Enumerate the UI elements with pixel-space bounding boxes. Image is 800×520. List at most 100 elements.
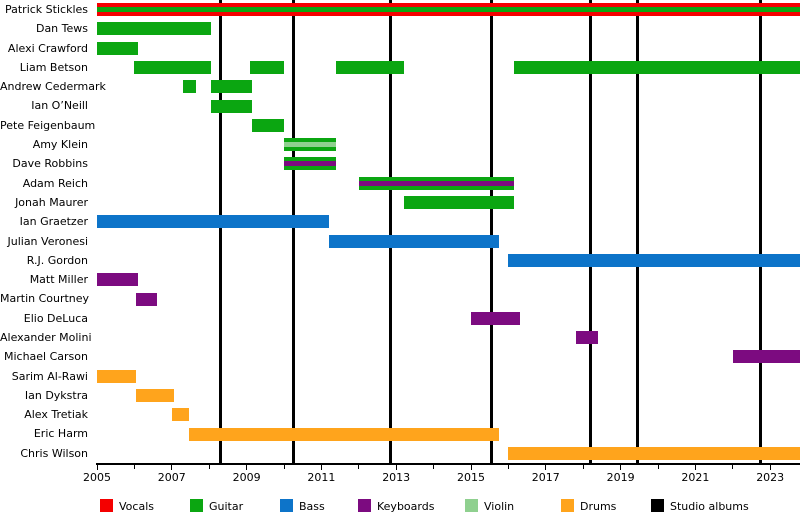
row-label-jonah-maurer: Jonah Maurer bbox=[15, 195, 88, 209]
bar-stripe-keyboards bbox=[284, 161, 337, 167]
axis-label-2019: 2019 bbox=[606, 471, 635, 484]
row-label-eric-harm: Eric Harm bbox=[33, 427, 88, 441]
row-label-adam-reich: Adam Reich bbox=[22, 176, 88, 190]
row-label-alexi-crawford: Alexi Crawford bbox=[7, 41, 88, 55]
legend-swatch-vocals bbox=[100, 499, 113, 512]
row-label-pete-feigenbaum: Pete Feigenbaum bbox=[0, 118, 96, 132]
timeline-bar-adam-reich bbox=[358, 176, 514, 190]
timeline-bar-sarim-al-rawi bbox=[97, 369, 137, 383]
timeline-bar-michael-carson bbox=[732, 350, 800, 364]
studio-album-line-6 bbox=[635, 0, 639, 463]
axis-label-2021: 2021 bbox=[681, 471, 710, 484]
axis-tick-2011 bbox=[320, 465, 322, 470]
row-label-patrick-stickles: Patrick Stickles bbox=[4, 3, 88, 16]
timeline-bar-dave-robbins bbox=[284, 157, 337, 171]
axis-tick-2017 bbox=[545, 465, 547, 470]
timeline-bar-r-j-gordon bbox=[508, 253, 800, 267]
legend-label-vocals: Vocals bbox=[119, 500, 154, 513]
row-label-sarim-al-rawi: Sarim Al-Rawi bbox=[11, 369, 88, 383]
axis-label-2017: 2017 bbox=[531, 471, 560, 484]
timeline-bar-liam-betson bbox=[134, 61, 212, 75]
axis-label-2023: 2023 bbox=[756, 471, 785, 484]
axis-tick-2021 bbox=[694, 465, 696, 470]
axis-tick-2009 bbox=[246, 465, 248, 470]
legend-label-keyboards: Keyboards bbox=[377, 500, 435, 513]
bar-stripe-violin bbox=[284, 142, 337, 148]
row-label-alex-tretiak: Alex Tretiak bbox=[24, 408, 88, 422]
row-label-r-j-gordon: R.J. Gordon bbox=[26, 253, 88, 267]
axis-label-2015: 2015 bbox=[457, 471, 485, 484]
bar-stripe-keyboards bbox=[358, 180, 514, 186]
timeline-bar-ian-dykstra bbox=[136, 388, 174, 402]
timeline-bar-jonah-maurer bbox=[403, 196, 514, 210]
axis-label-2005: 2005 bbox=[83, 471, 111, 484]
timeline-bar-amy-klein bbox=[284, 138, 337, 152]
legend-swatch-bass bbox=[280, 499, 293, 512]
timeline-bar-alexander-molini bbox=[575, 331, 599, 345]
row-label-ian-dykstra: Ian Dykstra bbox=[24, 388, 88, 402]
axis-tick-2014 bbox=[433, 465, 435, 469]
axis-label-2011: 2011 bbox=[307, 471, 336, 484]
timeline-bar-liam-betson bbox=[514, 61, 800, 75]
axis-tick-2016 bbox=[507, 465, 509, 469]
row-label-elio-deluca: Elio DeLuca bbox=[23, 311, 88, 325]
studio-album-line-5 bbox=[589, 0, 593, 463]
legend-swatch-albums bbox=[651, 499, 664, 512]
studio-album-line-1 bbox=[218, 0, 222, 463]
row-label-chris-wilson: Chris Wilson bbox=[20, 446, 88, 460]
timeline-bar-liam-betson bbox=[336, 61, 404, 75]
studio-album-line-4 bbox=[490, 0, 494, 463]
row-label-ian-graetzer: Ian Graetzer bbox=[19, 215, 88, 229]
timeline-bar-alex-tretiak bbox=[171, 408, 189, 422]
studio-album-line-3 bbox=[389, 0, 393, 463]
axis-tick-2012 bbox=[358, 465, 360, 469]
axis-label-2009: 2009 bbox=[232, 471, 261, 484]
axis-tick-2023 bbox=[769, 465, 771, 470]
timeline-bar-patrick-stickles bbox=[97, 3, 800, 17]
axis-tick-2013 bbox=[395, 465, 397, 470]
timeline-bar-liam-betson bbox=[250, 61, 284, 75]
axis-tick-2020 bbox=[657, 465, 659, 469]
row-label-ian-o-neill: Ian O’Neill bbox=[31, 99, 88, 113]
axis-tick-2022 bbox=[732, 465, 734, 469]
axis-tick-2018 bbox=[582, 465, 584, 469]
legend-label-drums: Drums bbox=[580, 500, 617, 513]
x-axis-line bbox=[96, 463, 800, 465]
timeline-bar-julian-veronesi bbox=[328, 234, 500, 248]
timeline-bar-andrew-cedermark bbox=[211, 80, 253, 94]
row-label-amy-klein: Amy Klein bbox=[32, 138, 88, 152]
timeline-bar-pete-feigenbaum bbox=[252, 118, 284, 132]
row-label-matt-miller: Matt Miller bbox=[29, 273, 88, 287]
legend-label-violin: Violin bbox=[484, 500, 515, 513]
studio-album-line-7 bbox=[759, 0, 763, 463]
row-label-dave-robbins: Dave Robbins bbox=[12, 157, 88, 171]
axis-label-2007: 2007 bbox=[157, 471, 186, 484]
timeline-bar-chris-wilson bbox=[508, 446, 800, 460]
legend-swatch-keyboards bbox=[358, 499, 371, 512]
axis-tick-2015 bbox=[470, 465, 472, 470]
row-label-julian-veronesi: Julian Veronesi bbox=[7, 234, 88, 248]
legend-swatch-drums bbox=[561, 499, 574, 512]
axis-tick-2006 bbox=[133, 465, 135, 469]
timeline-bar-eric-harm bbox=[188, 427, 500, 441]
legend-label-albums: Studio albums bbox=[670, 500, 749, 513]
timeline-bar-dan-tews bbox=[97, 22, 212, 36]
timeline-bar-matt-miller bbox=[97, 273, 139, 287]
row-label-andrew-cedermark: Andrew Cedermark bbox=[0, 80, 106, 94]
axis-tick-2010 bbox=[283, 465, 285, 469]
row-label-martin-courtney: Martin Courtney bbox=[0, 292, 90, 306]
studio-album-line-2 bbox=[291, 0, 295, 463]
row-label-michael-carson: Michael Carson bbox=[3, 350, 88, 364]
legend-label-guitar: Guitar bbox=[209, 500, 244, 513]
axis-label-2013: 2013 bbox=[382, 471, 411, 484]
row-label-dan-tews: Dan Tews bbox=[35, 22, 88, 36]
axis-tick-2008 bbox=[208, 465, 210, 469]
legend-swatch-guitar bbox=[190, 499, 203, 512]
axis-tick-2019 bbox=[620, 465, 622, 470]
row-label-alexander-molini: Alexander Molini bbox=[0, 330, 92, 344]
axis-tick-2007 bbox=[171, 465, 173, 470]
legend-swatch-violin bbox=[465, 499, 478, 512]
row-label-liam-betson: Liam Betson bbox=[19, 60, 88, 74]
timeline-bar-alexi-crawford bbox=[97, 41, 139, 55]
